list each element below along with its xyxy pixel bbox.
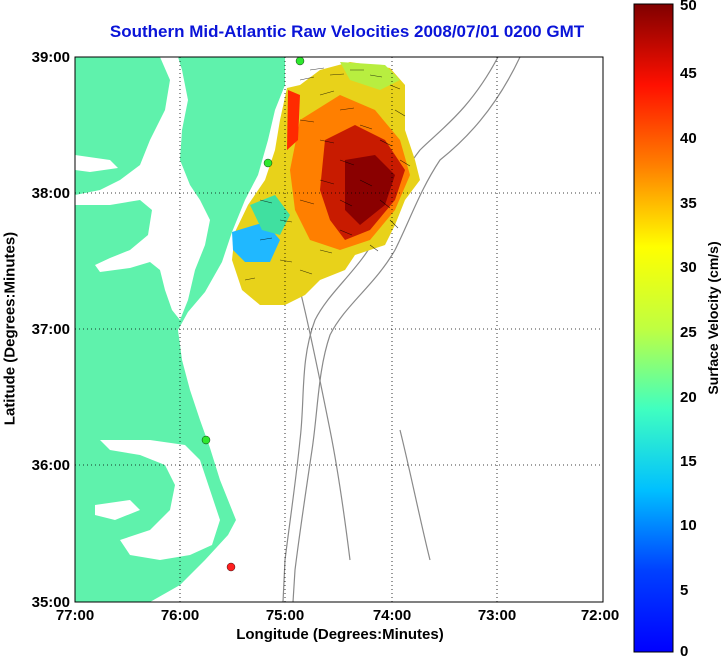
velocity-field bbox=[232, 62, 420, 305]
y-tick-label: 39:00 bbox=[32, 49, 70, 66]
x-tick-label: 77:00 bbox=[56, 607, 94, 624]
colorbar-tick: 30 bbox=[680, 259, 697, 276]
colorbar-tick: 0 bbox=[680, 643, 688, 659]
map-area bbox=[75, 57, 603, 602]
colorbar-tick: 10 bbox=[680, 517, 697, 534]
south-station bbox=[201, 435, 211, 445]
grid bbox=[75, 57, 603, 602]
y-tick-label: 35:00 bbox=[32, 594, 70, 611]
colorbar-tick: 35 bbox=[680, 195, 697, 212]
x-axis-label: Longitude (Degrees:Minutes) bbox=[236, 626, 444, 643]
colorbar-tick: 50 bbox=[680, 0, 697, 14]
x-tick-label: 76:00 bbox=[161, 607, 199, 624]
hatteras-station bbox=[226, 562, 236, 572]
colorbar-tick: 20 bbox=[680, 389, 697, 406]
map-title: Southern Mid-Atlantic Raw Velocities 200… bbox=[109, 22, 585, 41]
x-tick-label: 74:00 bbox=[373, 607, 411, 624]
x-tick-label: 73:00 bbox=[478, 607, 516, 624]
x-tick-label: 75:00 bbox=[266, 607, 304, 624]
colorbar-tick: 40 bbox=[680, 130, 697, 147]
x-ticks: 77:00 76:00 75:00 74:00 73:00 72:00 bbox=[56, 607, 619, 624]
y-tick-label: 37:00 bbox=[32, 321, 70, 338]
colorbar bbox=[633, 3, 674, 653]
north-station bbox=[295, 57, 305, 66]
colorbar-tick: 45 bbox=[680, 65, 697, 82]
y-tick-label: 38:00 bbox=[32, 185, 70, 202]
colorbar-tick: 25 bbox=[680, 324, 697, 341]
y-tick-label: 36:00 bbox=[32, 457, 70, 474]
mid-station bbox=[263, 158, 273, 168]
bathymetry-contours bbox=[282, 57, 521, 602]
colorbar-tick: 15 bbox=[680, 453, 697, 470]
colorbar-ticks: 50 45 40 35 30 25 20 15 10 5 0 bbox=[680, 0, 697, 659]
y-ticks: 39:00 38:00 37:00 36:00 35:00 bbox=[32, 49, 70, 611]
map-frame bbox=[74, 56, 604, 603]
colorbar-tick: 5 bbox=[680, 582, 688, 599]
chesapeake-bay bbox=[75, 57, 220, 560]
x-tick-label: 72:00 bbox=[581, 607, 619, 624]
